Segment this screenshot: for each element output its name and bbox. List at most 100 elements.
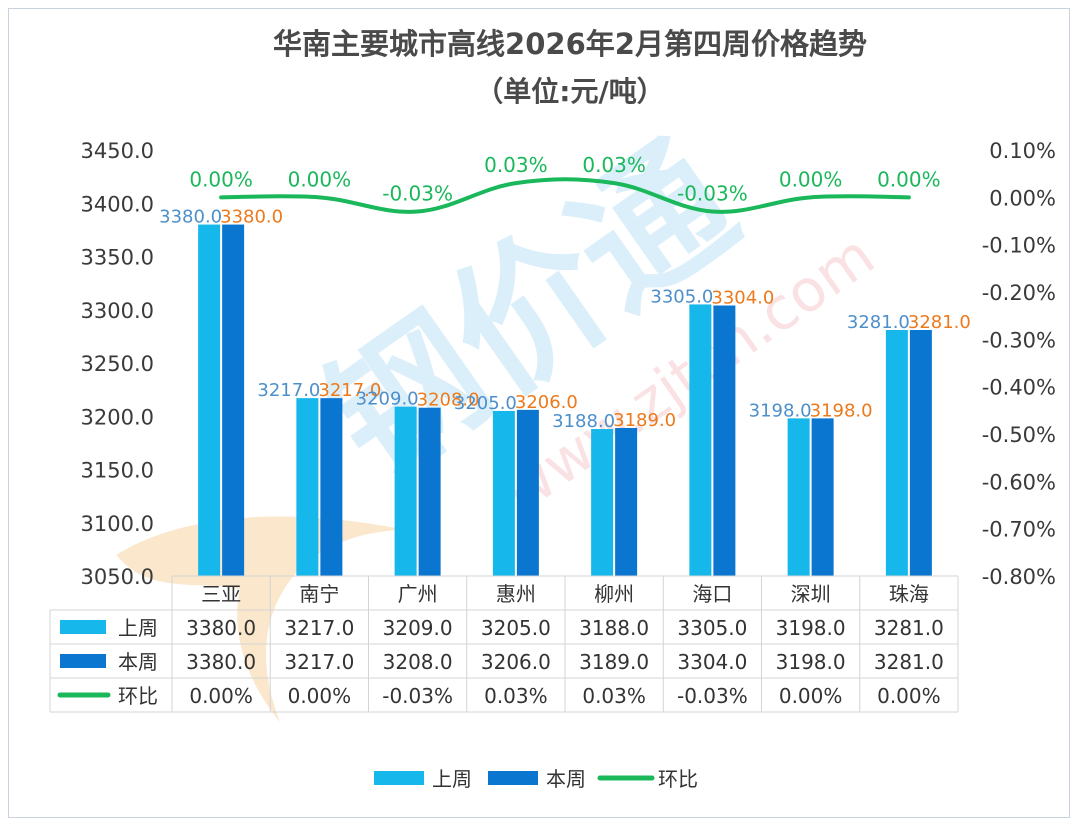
table-header-cell: 惠州 bbox=[496, 582, 536, 606]
legend-swatch-last-week bbox=[374, 771, 424, 785]
bar-this-week bbox=[713, 305, 736, 576]
table-cell: 3209.0 bbox=[383, 616, 453, 640]
left-axis-tick-label: 3300.0 bbox=[81, 299, 154, 323]
left-axis-tick-label: 3450.0 bbox=[81, 139, 154, 163]
left-y-axis: 3450.0 3400.0 3350.0 3300.0 3250.0 3200.0 3150… bbox=[81, 139, 154, 589]
bar-label-last-week: 3198.0 bbox=[749, 400, 812, 421]
right-axis-tick-label: -0.70% bbox=[982, 518, 1056, 542]
wow-point-label: -0.03% bbox=[382, 182, 453, 206]
wow-point-label: 0.00% bbox=[877, 167, 941, 191]
table-cell: -0.03% bbox=[677, 684, 748, 708]
right-axis-tick-label: -0.50% bbox=[982, 423, 1056, 447]
bar-last-week bbox=[394, 406, 417, 576]
table-cell: 3304.0 bbox=[677, 650, 747, 674]
bar-this-week bbox=[418, 407, 441, 576]
bar-this-week bbox=[909, 329, 932, 576]
right-axis-tick-label: 0.10% bbox=[989, 139, 1056, 163]
bar-data-labels: 3380.03380.03217.03217.03209.03208.03205… bbox=[159, 207, 971, 432]
right-axis-tick-label: -0.60% bbox=[982, 470, 1056, 494]
table-header-cell: 三亚 bbox=[201, 582, 241, 606]
bar-last-week bbox=[492, 410, 515, 576]
chart-title: 华南主要城市高线2026年2月第四周价格趋势 bbox=[273, 27, 867, 61]
chart-subtitle: （单位:元/吨） bbox=[475, 75, 664, 108]
bar-label-last-week: 3188.0 bbox=[552, 411, 615, 432]
bar-this-week bbox=[615, 427, 638, 576]
bar-label-this-week: 3217.0 bbox=[318, 380, 381, 401]
right-axis-tick-label: -0.30% bbox=[982, 328, 1056, 352]
bar-last-week bbox=[689, 304, 712, 576]
legend-label: 本周 bbox=[546, 767, 586, 791]
bar-last-week bbox=[591, 429, 614, 576]
wow-point-label: 0.00% bbox=[779, 167, 843, 191]
bar-last-week bbox=[885, 329, 908, 576]
left-axis-tick-label: 3100.0 bbox=[81, 512, 154, 536]
left-axis-tick-label: 3250.0 bbox=[81, 352, 154, 376]
table-cell: 3206.0 bbox=[481, 650, 551, 674]
bar-last-week bbox=[198, 224, 221, 577]
table-cell: 3208.0 bbox=[383, 650, 453, 674]
bar-this-week bbox=[222, 224, 245, 577]
table-cell: 3198.0 bbox=[776, 616, 846, 640]
bar-label-this-week: 3304.0 bbox=[711, 287, 774, 308]
table-header-cell: 广州 bbox=[398, 582, 438, 606]
bar-label-this-week: 3380.0 bbox=[220, 207, 283, 228]
table-header-cell: 海口 bbox=[692, 582, 732, 606]
bar-this-week bbox=[811, 418, 834, 576]
wow-point-label: 0.03% bbox=[484, 153, 548, 177]
legend-label: 环比 bbox=[658, 767, 698, 791]
table-cell: 3281.0 bbox=[874, 650, 944, 674]
right-axis-tick-label: -0.40% bbox=[982, 376, 1056, 400]
bar-label-last-week: 3205.0 bbox=[454, 393, 517, 414]
right-y-axis: 0.10% 0.00% -0.10% -0.20% -0.30% -0.40% -0.50%… bbox=[982, 139, 1056, 589]
table-cell: 3189.0 bbox=[579, 650, 649, 674]
watermark-orange-swoosh bbox=[116, 516, 405, 722]
bar-series bbox=[198, 224, 932, 577]
wow-point-label: 0.03% bbox=[582, 153, 646, 177]
table-cell: 0.03% bbox=[484, 684, 548, 708]
wow-point-label: 0.00% bbox=[189, 167, 253, 191]
table-row-header: 上周 bbox=[118, 616, 158, 640]
legend-swatch-this-week bbox=[488, 771, 538, 785]
table-header-cell: 珠海 bbox=[889, 582, 929, 606]
bar-label-last-week: 3281.0 bbox=[847, 312, 910, 333]
table-header-cell: 南宁 bbox=[299, 582, 339, 606]
table-row-swatch bbox=[60, 620, 106, 634]
table-cell: 3305.0 bbox=[677, 616, 747, 640]
table-cell: 3217.0 bbox=[284, 650, 354, 674]
bar-last-week bbox=[296, 398, 319, 576]
right-axis-tick-label: 0.00% bbox=[989, 186, 1056, 210]
bar-this-week bbox=[516, 409, 539, 576]
table-cell: 3380.0 bbox=[186, 650, 256, 674]
bar-label-this-week: 3198.0 bbox=[810, 400, 873, 421]
bar-label-this-week: 3208.0 bbox=[417, 390, 480, 411]
chart-legend: 上周 本周 环比 bbox=[374, 767, 698, 791]
table-header-cell: 柳州 bbox=[594, 582, 634, 606]
table-row-swatch bbox=[60, 654, 106, 668]
bar-label-last-week: 3209.0 bbox=[356, 389, 419, 410]
table-cell: 0.00% bbox=[288, 684, 352, 708]
wow-point-label: 0.00% bbox=[288, 167, 352, 191]
bar-label-last-week: 3380.0 bbox=[159, 207, 222, 228]
right-axis-tick-label: -0.10% bbox=[982, 234, 1056, 258]
wow-line bbox=[219, 177, 911, 214]
table-cell: 3188.0 bbox=[579, 616, 649, 640]
wow-point-label: -0.03% bbox=[677, 182, 748, 206]
table-cell: 0.03% bbox=[582, 684, 646, 708]
table-cell: -0.03% bbox=[382, 684, 453, 708]
bar-this-week bbox=[320, 398, 343, 576]
left-axis-tick-label: 3050.0 bbox=[81, 565, 154, 589]
left-axis-tick-label: 3350.0 bbox=[81, 246, 154, 270]
table-row-header: 本周 bbox=[118, 650, 158, 674]
right-axis-tick-label: -0.80% bbox=[982, 565, 1056, 589]
table-cell: 3198.0 bbox=[776, 650, 846, 674]
bar-last-week bbox=[787, 418, 810, 576]
table-cell: 3217.0 bbox=[284, 616, 354, 640]
table-cell: 0.00% bbox=[779, 684, 843, 708]
bar-label-this-week: 3206.0 bbox=[515, 392, 578, 413]
bar-label-this-week: 3189.0 bbox=[613, 410, 676, 431]
legend-label: 上周 bbox=[432, 767, 472, 791]
bar-label-last-week: 3305.0 bbox=[650, 286, 713, 307]
table-cell: 0.00% bbox=[189, 684, 253, 708]
wow-data-labels: 0.00% 0.00% -0.03% 0.03% 0.03% -0.03% 0.00% 0.0… bbox=[189, 153, 940, 205]
